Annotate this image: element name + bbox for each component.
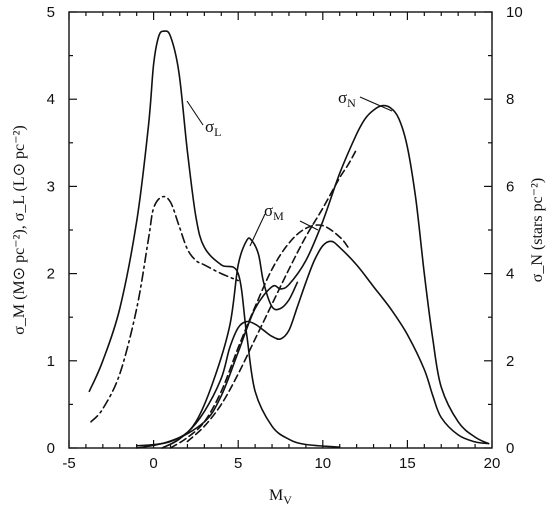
annotation-label: σL: [205, 117, 222, 139]
y-left-tick-label: 4: [47, 91, 55, 108]
series-sigma-M-dashed: [169, 224, 349, 449]
x-tick-label: 20: [484, 455, 501, 472]
annotation-leader: [359, 96, 393, 112]
annotation-leader: [186, 100, 204, 126]
annotation-leader: [299, 220, 319, 231]
series-sigma-M-solid: [135, 240, 490, 449]
y-left-tick-label: 1: [47, 353, 55, 370]
y-right-tick-label: 2: [506, 353, 514, 370]
x-tick-label: 5: [234, 455, 242, 472]
y-left-tick-label: 5: [47, 4, 55, 21]
series-sigma-N-dashed: [186, 148, 358, 443]
series-sigma-M-dashdot: [90, 195, 239, 423]
annotation-subscript: M: [273, 209, 284, 223]
series-sigma-L-solid: [88, 30, 341, 448]
y-left-tick-label: 0: [47, 440, 55, 457]
annotation-symbol: σ: [338, 88, 347, 107]
y-right-axis-title: σ_N (stars pc⁻²): [529, 178, 546, 283]
annotation-leader: [249, 213, 266, 247]
axis-ticks: -5 0 5 10 15 20 0 1 2 3 4 5 0 2 4 6 8 10: [47, 4, 523, 472]
y-right-tick-label: 0: [506, 440, 514, 457]
x-tick-label: 15: [399, 455, 416, 472]
annotation-subscript: L: [214, 125, 221, 139]
y-right-tick-label: 4: [506, 266, 514, 283]
y-right-tick-label: 10: [506, 4, 523, 21]
annotation-label: σN: [338, 88, 356, 110]
y-right-tick-label: 6: [506, 178, 514, 195]
annotation-symbol: σ: [205, 117, 214, 136]
x-tick-label: 10: [314, 455, 331, 472]
x-tick-label: 0: [149, 455, 157, 472]
series-sigma-N-solid: [135, 104, 490, 447]
curves: [88, 30, 490, 449]
annotation-subscript: N: [347, 96, 356, 110]
annotation-sigma-N: σN: [338, 88, 393, 112]
annotation-sigma-L: σL: [186, 100, 222, 139]
y-left-axis-title: σ_M (M⊙ pc⁻²), σ_L (L⊙ pc⁻²): [11, 125, 28, 334]
axis-titles: MV σ_M (M⊙ pc⁻²), σ_L (L⊙ pc⁻²) σ_N (stars…: [11, 125, 546, 507]
y-right-tick-label: 8: [506, 91, 514, 108]
annotation-symbol: σ: [264, 201, 273, 220]
y-left-tick-label: 3: [47, 178, 55, 195]
y-left-tick-label: 2: [47, 266, 55, 283]
x-tick-label: -5: [62, 455, 75, 472]
annotation-sigma-M: σM: [249, 201, 319, 247]
annotation-label: σM: [264, 201, 284, 223]
x-axis-title: MV: [269, 487, 292, 507]
series-sigma-M-upper-solid: [161, 237, 299, 449]
